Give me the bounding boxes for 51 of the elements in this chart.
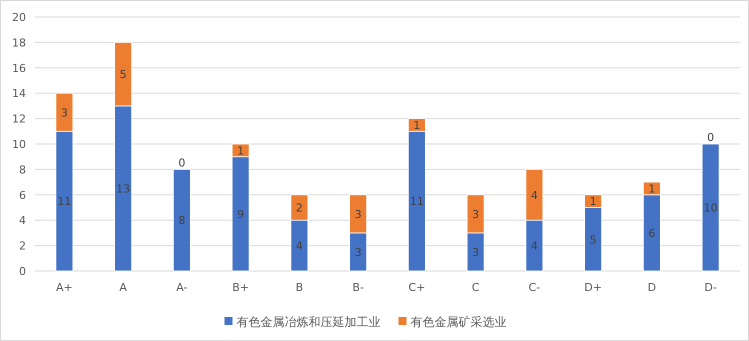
data-label: 5 xyxy=(590,233,597,246)
x-tick-label: A- xyxy=(176,281,188,294)
y-tick-label: 2 xyxy=(19,240,26,253)
data-label: 1 xyxy=(413,118,420,132)
y-tick-label: 18 xyxy=(12,36,26,50)
y-tick-label: 10 xyxy=(12,138,26,151)
data-label: 5 xyxy=(120,68,127,82)
data-label: 3 xyxy=(354,208,362,221)
y-tick-label: 8 xyxy=(19,163,26,176)
data-label: 4 xyxy=(530,188,538,202)
data-label: 4 xyxy=(530,240,538,253)
data-label: 6 xyxy=(648,226,656,240)
y-tick-label: 20 xyxy=(12,11,26,24)
data-label: 2 xyxy=(296,202,303,214)
bar xyxy=(172,169,191,272)
data-label: 11 xyxy=(410,195,424,208)
legend-label: 有色金属冶炼和压延加工业 xyxy=(236,315,380,329)
data-label: 10 xyxy=(704,202,718,214)
x-tick-label: B xyxy=(296,281,304,294)
y-tick-label: 12 xyxy=(12,112,26,126)
bar xyxy=(702,144,720,272)
x-tick-label: B+ xyxy=(232,281,250,294)
x-tick-label: B- xyxy=(352,281,364,294)
y-tick-label: 0 xyxy=(19,265,26,278)
x-tick-label: C- xyxy=(528,281,540,294)
x-tick-label: C xyxy=(472,281,480,294)
data-label: 0 xyxy=(707,131,714,144)
x-tick-label: A xyxy=(119,281,128,294)
y-tick-label: 4 xyxy=(19,214,26,228)
legend-label: 有色金属矿采选业 xyxy=(410,315,506,329)
data-label: 9 xyxy=(237,208,244,221)
data-label: 1 xyxy=(648,182,656,196)
data-label: 3 xyxy=(354,246,362,259)
data-label: 13 xyxy=(116,182,130,196)
data-label: 1 xyxy=(237,144,244,158)
data-label: 3 xyxy=(60,106,68,120)
data-label: 0 xyxy=(178,156,186,170)
data-label: 8 xyxy=(178,214,186,228)
data-label: 1 xyxy=(590,195,597,208)
y-tick-label: 14 xyxy=(12,87,26,100)
x-tick-label: D+ xyxy=(584,281,602,294)
y-tick-label: 16 xyxy=(12,62,26,75)
x-tick-label: D xyxy=(648,281,656,294)
x-tick-label: D- xyxy=(704,281,717,294)
data-label: 3 xyxy=(472,246,480,259)
data-label: 4 xyxy=(296,240,303,253)
y-tick-label: 6 xyxy=(19,188,26,202)
x-tick-label: C+ xyxy=(408,281,426,294)
data-label: 11 xyxy=(57,195,72,208)
data-label: 3 xyxy=(472,208,480,221)
x-tick-label: A+ xyxy=(56,281,73,294)
